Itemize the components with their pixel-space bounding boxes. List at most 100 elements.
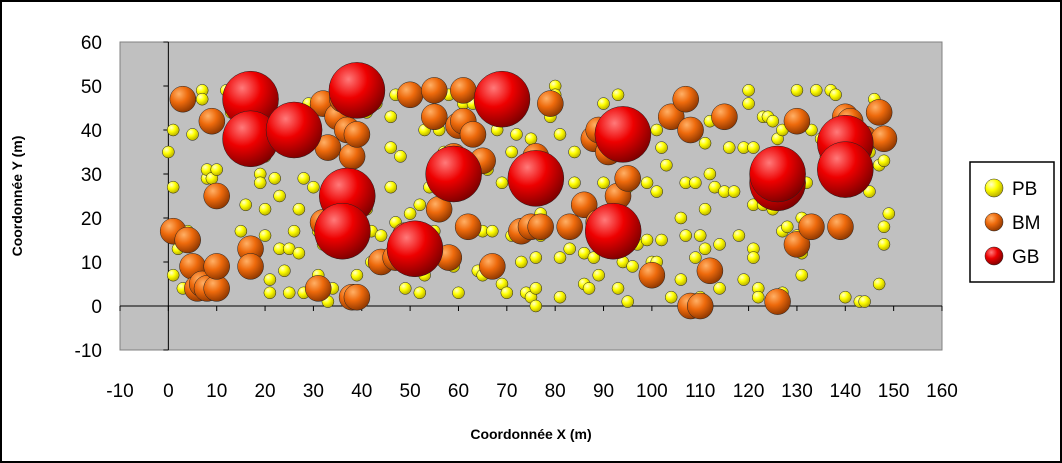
- point-pb: [384, 180, 398, 194]
- legend-label-bm: BM: [1012, 213, 1041, 234]
- point-bm: [614, 165, 641, 192]
- legend: PB BM GB: [969, 161, 1055, 283]
- point-bm: [556, 213, 583, 241]
- point-pb: [877, 238, 891, 251]
- point-pb: [350, 268, 364, 282]
- point-pb: [563, 242, 576, 256]
- point-bm: [454, 213, 482, 241]
- legend-label-pb: PB: [1012, 179, 1037, 200]
- point-pb: [287, 224, 301, 238]
- point-pb: [568, 176, 581, 190]
- point-pb: [258, 229, 272, 242]
- point-bm: [686, 292, 714, 320]
- y-axis-title: Coordonnée Y (m): [9, 136, 25, 257]
- point-bm: [672, 85, 699, 113]
- y-tick-label: 40: [81, 121, 102, 142]
- point-pb: [553, 128, 567, 141]
- legend-marker-bm: [984, 212, 1004, 232]
- y-tick-label: 20: [81, 209, 102, 230]
- point-bm: [783, 107, 811, 135]
- x-tick-label: -10: [106, 381, 133, 402]
- point-bm: [343, 121, 371, 148]
- point-pb: [737, 273, 751, 286]
- point-pb: [674, 273, 688, 286]
- point-bm: [169, 85, 197, 113]
- point-pb: [650, 123, 663, 137]
- point-pb: [384, 141, 398, 154]
- point-pb: [626, 260, 639, 273]
- point-pb: [877, 220, 891, 234]
- point-bm: [677, 116, 704, 144]
- point-bm: [798, 213, 825, 241]
- x-tick-label: 110: [685, 381, 715, 402]
- point-pb: [655, 233, 668, 247]
- point-pb: [486, 224, 499, 238]
- point-gb: [584, 202, 642, 260]
- legend-label-gb: GB: [1012, 247, 1039, 268]
- point-pb: [722, 141, 736, 154]
- point-pb: [689, 251, 702, 264]
- point-pb: [597, 97, 610, 110]
- point-pb: [742, 97, 755, 110]
- point-bm: [343, 283, 371, 311]
- point-pb: [597, 176, 610, 190]
- x-tick-label: 60: [448, 381, 469, 402]
- point-pb: [640, 176, 654, 190]
- x-tick-label: 70: [496, 381, 517, 402]
- point-pb: [510, 128, 523, 141]
- point-bm: [459, 121, 487, 148]
- point-pb: [829, 88, 842, 102]
- point-bm: [237, 253, 264, 280]
- point-pb: [703, 167, 717, 181]
- point-pb: [660, 158, 673, 172]
- point-bm: [304, 275, 332, 302]
- series-gb: [222, 62, 874, 278]
- point-bm: [174, 226, 201, 254]
- point-pb: [698, 242, 712, 256]
- x-tick-label: 80: [545, 381, 566, 402]
- point-pb: [611, 282, 625, 295]
- point-pb: [505, 145, 518, 159]
- point-pb: [713, 238, 726, 251]
- point-pb: [655, 141, 668, 154]
- point-pb: [263, 273, 277, 286]
- point-pb: [698, 202, 712, 216]
- y-tick-label: 30: [81, 165, 102, 186]
- point-pb: [297, 172, 310, 185]
- point-bm: [696, 257, 724, 285]
- point-pb: [399, 282, 412, 295]
- point-pb: [515, 255, 528, 269]
- point-pb: [413, 286, 427, 300]
- point-pb: [292, 202, 306, 216]
- point-pb: [882, 207, 896, 220]
- point-pb: [258, 202, 272, 216]
- point-pb: [529, 299, 543, 313]
- point-pb: [273, 189, 286, 203]
- point-pb: [747, 141, 760, 154]
- y-tick-label: -10: [75, 341, 102, 362]
- x-tick-label: 50: [400, 381, 421, 402]
- x-tick-label: 150: [878, 381, 910, 402]
- point-gb: [265, 101, 323, 159]
- point-gb: [507, 150, 565, 207]
- point-pb: [781, 220, 794, 234]
- point-pb: [166, 180, 180, 194]
- point-pb: [664, 290, 678, 304]
- legend-marker-gb: [984, 246, 1004, 266]
- point-bm: [198, 107, 226, 135]
- point-pb: [839, 290, 852, 304]
- tick-labels: -10 0 10 20 30 40 50 60 70 80 90 100 110 120 130 140 150…: [75, 33, 958, 402]
- point-bm: [657, 103, 685, 131]
- point-gb: [314, 202, 371, 260]
- point-pb: [674, 211, 688, 225]
- x-tick-label: 10: [206, 381, 227, 402]
- point-pb: [872, 277, 886, 291]
- data-points: [159, 62, 898, 320]
- point-gb: [817, 141, 874, 198]
- point-gb: [386, 220, 444, 278]
- point-pb: [592, 268, 605, 282]
- point-pb: [790, 84, 804, 97]
- point-bm: [570, 191, 598, 219]
- point-pb: [640, 233, 654, 247]
